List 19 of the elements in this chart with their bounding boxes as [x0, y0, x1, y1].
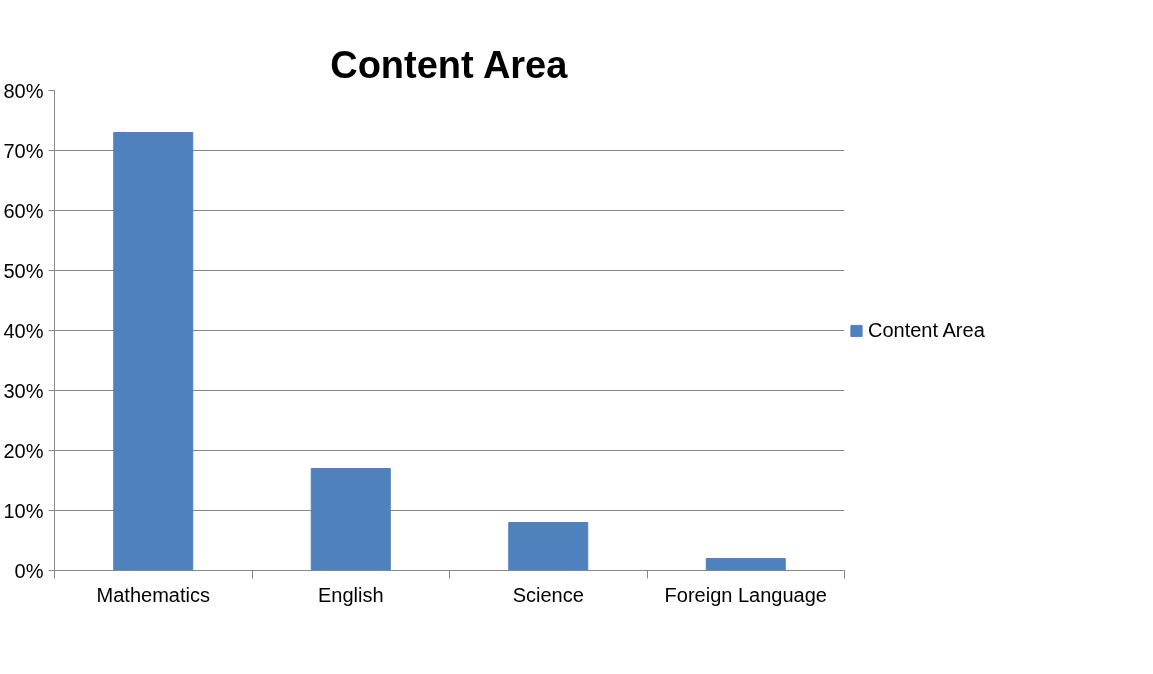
- bar: [310, 468, 391, 571]
- y-tick-label: 10%: [3, 499, 44, 522]
- chart-title: Content Area: [330, 43, 569, 86]
- bar: [705, 558, 786, 571]
- x-tick-label: English: [317, 583, 384, 606]
- y-tick-label: 50%: [3, 259, 44, 282]
- y-tick-label: 70%: [3, 139, 44, 162]
- x-tick-label: Foreign Language: [664, 583, 827, 606]
- x-tick-label: Science: [512, 583, 584, 606]
- y-tick-label: 60%: [3, 199, 44, 222]
- y-tick-label: 20%: [3, 439, 44, 462]
- x-tick-label: Mathematics: [96, 583, 210, 606]
- y-tick-label: 30%: [3, 379, 44, 402]
- bar: [508, 522, 589, 571]
- legend-label: Content Area: [868, 318, 985, 342]
- y-tick-label: 0%: [14, 559, 44, 582]
- bar: [113, 132, 194, 571]
- y-tick-label: 80%: [3, 79, 44, 102]
- y-tick-label: 40%: [3, 319, 44, 342]
